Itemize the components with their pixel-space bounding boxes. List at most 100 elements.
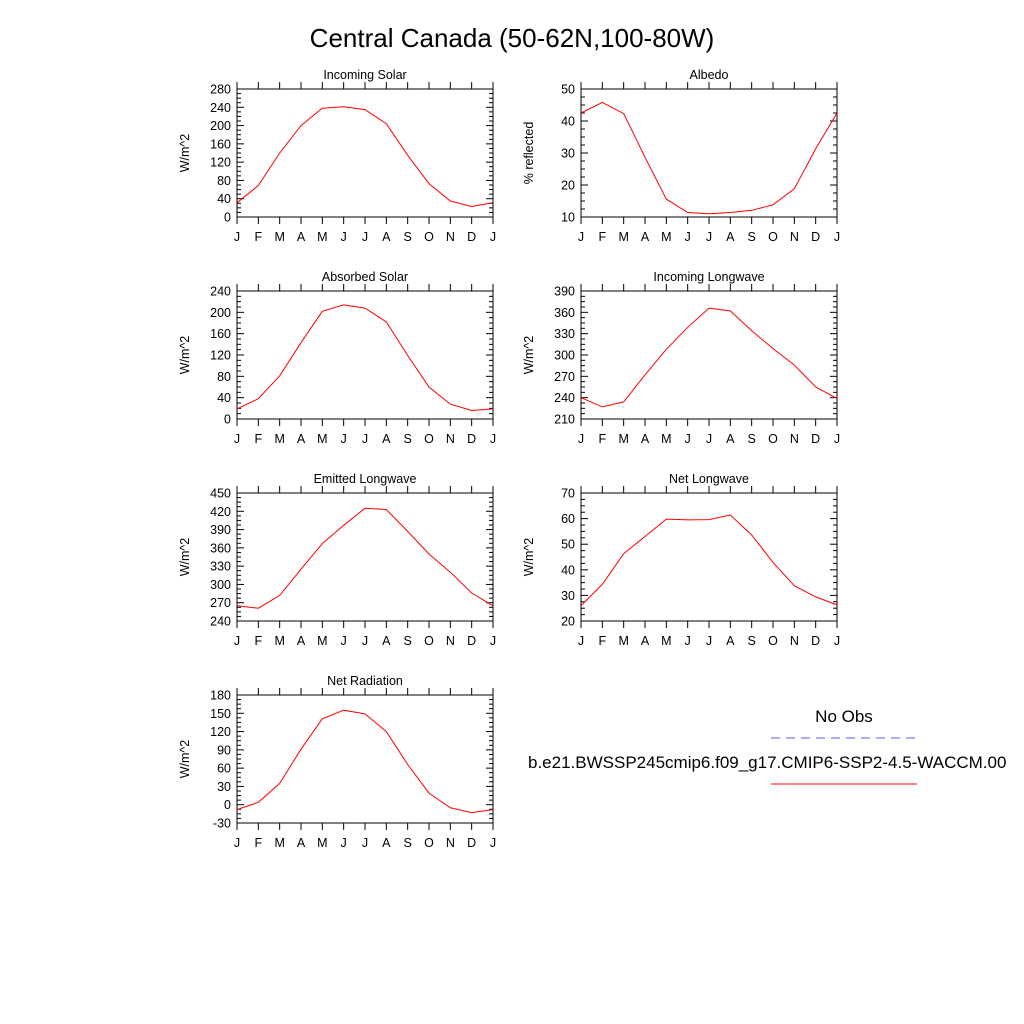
- y-tick-label: 30: [561, 589, 575, 603]
- plot-frame: [236, 290, 494, 420]
- x-tick-label: M: [661, 230, 671, 244]
- x-tick-label: D: [811, 230, 820, 244]
- series-line-1: [580, 307, 838, 408]
- x-tick-label: A: [382, 836, 391, 850]
- x-tick-label: J: [362, 230, 368, 244]
- x-tick-label: J: [234, 634, 240, 648]
- x-tick-label: A: [297, 836, 306, 850]
- y-tick-label: 60: [217, 762, 231, 776]
- y-tick-label: 160: [210, 137, 231, 151]
- y-tick-label: 150: [210, 707, 231, 721]
- x-tick-label: J: [234, 230, 240, 244]
- x-tick-label: M: [317, 836, 327, 850]
- x-tick-label: J: [490, 432, 496, 446]
- x-tick-label: M: [618, 230, 628, 244]
- x-tick-label: M: [274, 634, 284, 648]
- x-tick-label: D: [467, 836, 476, 850]
- y-tick-label: 420: [210, 505, 231, 519]
- x-tick-label: J: [341, 230, 347, 244]
- x-tick-label: J: [490, 230, 496, 244]
- y-tick-label: 0: [224, 413, 231, 427]
- x-tick-label: F: [255, 432, 263, 446]
- panel-title: Absorbed Solar: [322, 270, 408, 284]
- x-tick-label: A: [641, 432, 650, 446]
- x-tick-label: M: [274, 836, 284, 850]
- x-tick-label: A: [641, 230, 650, 244]
- y-tick-label: 120: [210, 156, 231, 170]
- x-tick-label: D: [811, 432, 820, 446]
- y-tick-label: 360: [554, 306, 575, 320]
- x-tick-label: O: [768, 432, 778, 446]
- y-axis-label: % reflected: [522, 122, 536, 185]
- x-tick-label: A: [297, 230, 306, 244]
- y-axis-label: W/m^2: [178, 134, 192, 173]
- x-tick-label: J: [834, 634, 840, 648]
- x-tick-label: M: [618, 432, 628, 446]
- x-tick-label: N: [790, 230, 799, 244]
- series-line-1: [236, 709, 494, 814]
- y-tick-label: 10: [561, 211, 575, 225]
- y-tick-label: 50: [561, 83, 575, 97]
- x-tick-label: N: [446, 836, 455, 850]
- x-tick-label: S: [747, 432, 755, 446]
- x-tick-label: M: [317, 432, 327, 446]
- y-tick-label: 200: [210, 119, 231, 133]
- x-tick-label: D: [467, 432, 476, 446]
- y-tick-label: 240: [210, 615, 231, 629]
- x-tick-label: J: [341, 836, 347, 850]
- y-tick-label: 30: [217, 780, 231, 794]
- x-tick-label: F: [599, 230, 607, 244]
- panel-4: Incoming Longwave W/m^2 210 240 270 300 330 360…: [522, 270, 840, 446]
- x-tick-label: S: [403, 230, 411, 244]
- panel-title: Net Longwave: [669, 472, 749, 486]
- x-tick-label: J: [578, 634, 584, 648]
- x-tick-label: J: [706, 230, 712, 244]
- y-tick-label: 240: [554, 391, 575, 405]
- x-tick-label: A: [297, 432, 306, 446]
- x-tick-label: F: [255, 230, 263, 244]
- plot-frame: [580, 88, 838, 218]
- y-tick-label: 160: [210, 327, 231, 341]
- x-tick-label: J: [706, 432, 712, 446]
- y-axis-label: W/m^2: [178, 336, 192, 375]
- panels: Incoming Solar W/m^2 0 40 80 120 160 200 240 280 J…: [178, 68, 840, 850]
- x-tick-label: D: [811, 634, 820, 648]
- y-tick-label: 300: [554, 349, 575, 363]
- y-tick-label: 280: [210, 83, 231, 97]
- x-tick-label: N: [790, 634, 799, 648]
- panel-title: Incoming Solar: [323, 68, 406, 82]
- x-tick-label: J: [578, 230, 584, 244]
- series-line-1: [580, 514, 838, 606]
- panel-5: Emitted Longwave W/m^2 240 270 300 330 360 390 4…: [178, 472, 496, 648]
- x-tick-label: N: [446, 230, 455, 244]
- y-tick-label: 60: [561, 512, 575, 526]
- y-axis-label: W/m^2: [178, 538, 192, 577]
- x-tick-label: S: [403, 836, 411, 850]
- x-tick-label: J: [490, 634, 496, 648]
- x-tick-label: A: [726, 230, 735, 244]
- y-tick-label: -30: [213, 817, 231, 831]
- series-line-1: [236, 304, 494, 412]
- legend-model-label: b.e21.BWSSP245cmip6.f09_g17.CMIP6-SSP2-4…: [528, 753, 1006, 772]
- y-tick-label: 40: [217, 391, 231, 405]
- x-tick-label: A: [382, 432, 391, 446]
- x-tick-label: O: [424, 230, 434, 244]
- y-tick-label: 390: [554, 285, 575, 299]
- y-tick-label: 240: [210, 101, 231, 115]
- y-tick-label: 200: [210, 306, 231, 320]
- x-tick-label: S: [403, 432, 411, 446]
- y-tick-label: 80: [217, 174, 231, 188]
- x-tick-label: F: [255, 836, 263, 850]
- y-tick-label: 210: [554, 413, 575, 427]
- x-tick-label: F: [255, 634, 263, 648]
- x-tick-label: J: [834, 432, 840, 446]
- x-tick-label: J: [685, 432, 691, 446]
- x-tick-label: J: [234, 432, 240, 446]
- y-tick-label: 120: [210, 349, 231, 363]
- x-tick-label: A: [726, 432, 735, 446]
- x-tick-label: J: [362, 634, 368, 648]
- y-axis-label: W/m^2: [522, 336, 536, 375]
- y-tick-label: 50: [561, 538, 575, 552]
